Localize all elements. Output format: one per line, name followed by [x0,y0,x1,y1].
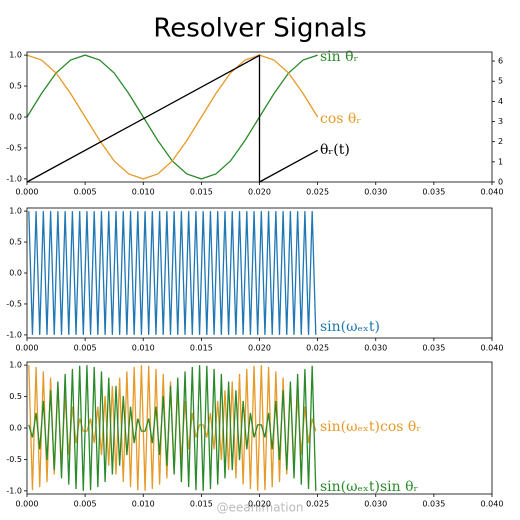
x-tick-label: 0.000 [16,344,39,353]
y-tick-label: 0.5 [9,392,22,401]
series-line [28,211,317,335]
x-tick-label: 0.035 [422,344,445,353]
plot-frame [26,51,493,183]
y-tick-label: -0.5 [6,299,22,308]
series-line [26,54,319,180]
x-tick-label: 0.010 [132,188,155,197]
x-tick-label: 0.020 [248,188,271,197]
x-tick-label: 0.040 [481,344,504,353]
plot-frame [26,361,493,495]
y2-tick-label: 0 [498,178,503,187]
y-tick-label: 0.5 [9,82,22,91]
watermark: @eeanimation [216,501,303,515]
y-tick-label: -1.0 [6,486,22,495]
y-tick-label: 0.0 [9,113,22,122]
series-label: sin θᵣ [320,49,359,65]
y-tick-label: -0.5 [6,455,22,464]
x-tick-label: 0.000 [16,500,39,509]
x-tick-label: 0.030 [364,500,387,509]
x-tick-label: 0.015 [190,188,213,197]
x-tick-label: 0.020 [248,344,271,353]
x-tick-label: 0.040 [481,500,504,509]
x-tick-label: 0.005 [74,344,97,353]
x-tick-label: 0.030 [364,188,387,197]
y-tick-label: 1.0 [9,361,22,370]
x-tick-label: 0.035 [422,188,445,197]
x-tick-label: 0.025 [306,188,329,197]
x-tick-label: 0.005 [74,500,97,509]
y2-tick-label: 2 [498,137,503,146]
x-tick-label: 0.010 [132,500,155,509]
y2-tick-label: 3 [498,117,503,126]
x-tick-label: 0.005 [74,188,97,197]
series-label: sin(ωₑₓt) [320,319,380,335]
series-label: sin(ωₑₓt)sin θᵣ [320,479,419,495]
x-tick-label: 0.025 [306,344,329,353]
y-tick-label: 0.0 [9,269,22,278]
y-tick-label: 0.0 [9,424,22,433]
x-tick-label: 0.020 [248,500,271,509]
y-tick-label: 1.0 [9,207,22,216]
x-tick-label: 0.000 [16,188,39,197]
figure-title: Resolver Signals [153,14,366,44]
x-tick-label: 0.010 [132,344,155,353]
series-label: θᵣ(t) [320,142,350,158]
x-tick-label: 0.015 [190,344,213,353]
x-tick-label: 0.015 [190,500,213,509]
x-tick-label: 0.040 [481,188,504,197]
y2-tick-label: 4 [498,97,503,106]
series-label: cos θᵣ [320,111,361,127]
plot-frame [26,207,493,339]
series-label: sin(ωₑₓt)cos θᵣ [320,419,421,435]
y2-tick-label: 6 [498,57,503,66]
y2-tick-label: 5 [498,77,503,86]
y-tick-label: -1.0 [6,330,22,339]
y-tick-label: 1.0 [9,51,22,60]
y-tick-label: -0.5 [6,143,22,152]
x-tick-label: 0.035 [422,500,445,509]
x-tick-label: 0.025 [306,500,329,509]
y-tick-label: 0.5 [9,238,22,247]
series-line [26,54,318,184]
y2-tick-label: 1 [498,157,503,166]
y-tick-label: -1.0 [6,174,22,183]
x-tick-label: 0.030 [364,344,387,353]
series-line [28,365,317,491]
